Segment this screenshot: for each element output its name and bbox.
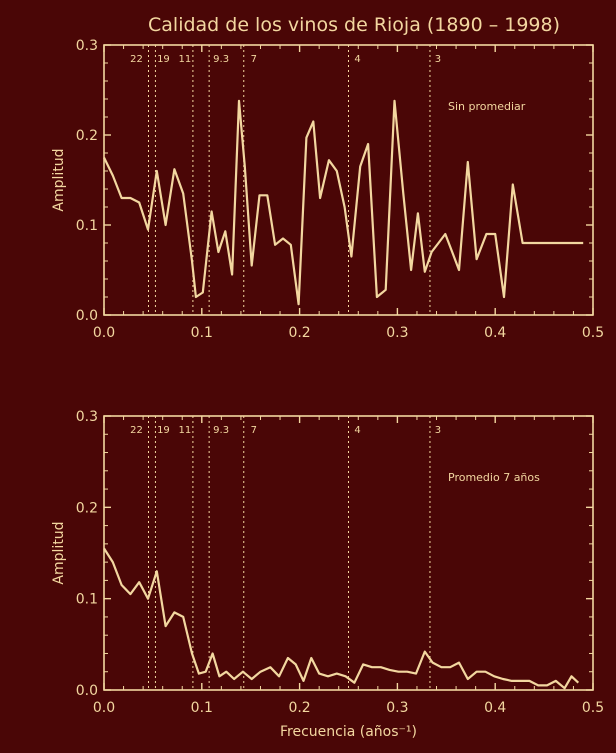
- y-tick-label: 0.0: [76, 308, 98, 324]
- period-marker-label: 3: [435, 425, 441, 436]
- period-marker-label: 9.3: [213, 425, 229, 436]
- period-marker-label: 19: [157, 54, 170, 65]
- x-tick-label: 0.0: [93, 325, 115, 341]
- period-marker-label: 3: [435, 54, 441, 65]
- x-tick-label: 0.3: [386, 325, 408, 341]
- x-tick-label: 0.2: [288, 325, 310, 341]
- y-tick-label: 0.3: [76, 409, 98, 425]
- panel-annotation: Promedio 7 años: [448, 471, 540, 484]
- x-tick-label: 0.5: [582, 325, 604, 341]
- x-tick-label: 0.5: [582, 700, 604, 716]
- period-marker-label: 7: [251, 54, 257, 65]
- period-marker-label: 4: [354, 54, 360, 65]
- period-marker-label: 22: [130, 54, 143, 65]
- x-tick-label: 0.0: [93, 700, 115, 716]
- period-marker-label: 11: [179, 425, 192, 436]
- x-tick-label: 0.4: [484, 700, 506, 716]
- y-tick-label: 0.1: [76, 592, 98, 608]
- x-tick-label: 0.3: [386, 700, 408, 716]
- series-line: [103, 99, 584, 306]
- x-tick-label: 0.1: [191, 700, 213, 716]
- period-marker-label: 11: [179, 54, 192, 65]
- chart-title: Calidad de los vinos de Rioja (1890 – 19…: [148, 14, 560, 36]
- panel-annotation: Sin promediar: [448, 100, 526, 113]
- period-marker-label: 4: [354, 425, 360, 436]
- period-marker-label: 22: [130, 425, 143, 436]
- period-marker-label: 9.3: [213, 54, 229, 65]
- y-axis-label: Amplitud: [51, 521, 67, 584]
- y-tick-label: 0.0: [76, 683, 98, 699]
- x-axis-label: Frecuencia (años⁻¹): [280, 724, 417, 740]
- y-axis-label: Amplitud: [51, 148, 67, 211]
- x-tick-label: 0.4: [484, 325, 506, 341]
- x-tick-label: 0.1: [191, 325, 213, 341]
- bottom-panel: 0.0 0.1 0.2 0.3 0.4 0.5 0.0 0.1 0.2 0.3 Amplitud Fr…: [51, 409, 604, 740]
- y-tick-label: 0.1: [76, 218, 98, 234]
- period-marker-label: 7: [251, 425, 257, 436]
- y-tick-label: 0.3: [76, 38, 98, 54]
- series-line: [103, 547, 580, 690]
- x-tick-label: 0.2: [288, 700, 310, 716]
- y-tick-label: 0.2: [76, 500, 98, 516]
- y-tick-label: 0.2: [76, 128, 98, 144]
- top-panel: 0.0 0.1 0.2 0.3 0.4 0.5 0.0 0.1 0.2 0.3 Amplitud 22…: [51, 38, 604, 341]
- period-marker-label: 19: [157, 425, 170, 436]
